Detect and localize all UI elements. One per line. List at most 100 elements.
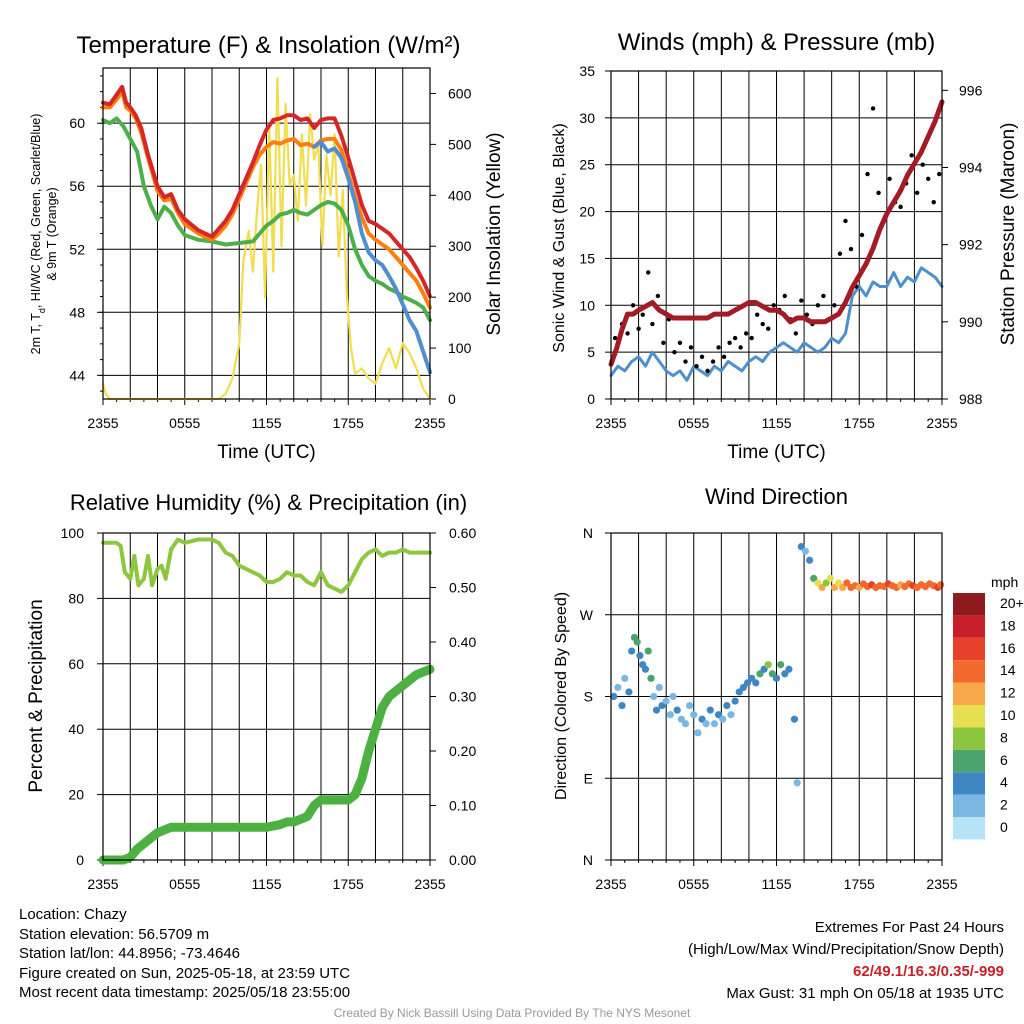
wind-direction-point <box>735 688 743 696</box>
y-tick-label: 5 <box>587 344 595 360</box>
wind-direction-point <box>714 711 723 719</box>
wind-direction-point <box>710 720 719 728</box>
wind-direction-point <box>723 701 731 710</box>
pressure-line <box>608 99 945 367</box>
gust-point <box>625 331 630 336</box>
x-axis-label: Time (UTC) <box>727 442 826 463</box>
wind-direction-point <box>636 652 644 660</box>
y2-tick-label: 600 <box>448 85 472 101</box>
gust-point <box>650 321 655 327</box>
wind-direction-point <box>768 670 776 678</box>
gust-point <box>887 176 892 181</box>
colorbar-label: 10 <box>1000 707 1016 723</box>
colorbar-title: mph <box>991 574 1018 590</box>
wind-direction-point <box>839 583 847 592</box>
gust-point <box>683 359 688 364</box>
y-tick-label: 0 <box>76 852 84 868</box>
wind-direction-point <box>727 711 735 719</box>
colorbar-swatch <box>953 749 985 773</box>
gust-point <box>782 293 787 299</box>
wind-direction-point <box>650 692 658 701</box>
y-tick-label: 25 <box>579 157 595 173</box>
colorbar-label: 18 <box>1000 617 1016 633</box>
wind-direction-point <box>781 670 789 678</box>
x-tick-label: 2355 <box>87 415 118 431</box>
gust-point <box>876 190 881 196</box>
wind-direction-point <box>673 706 681 714</box>
colorbar-label: 20+ <box>1000 595 1024 611</box>
extremes-values: 62/49.1/16.3/0.35/-999 <box>853 963 1004 980</box>
humidity-line <box>101 537 432 594</box>
colorbar-label: 14 <box>1000 662 1016 678</box>
wind-direction-point <box>785 665 793 673</box>
gust-point <box>870 106 876 111</box>
y2-tick-label: 994 <box>959 159 983 175</box>
wind-direction-point <box>756 670 764 678</box>
station-info: Location: Chazy Station elevation: 56.57… <box>19 905 350 1003</box>
plot-frame <box>102 67 431 400</box>
gust-point <box>865 171 870 177</box>
gust-point <box>937 171 942 177</box>
winds-chart-title: Winds (mph) & Pressure (mb) <box>618 29 935 56</box>
extremes-legend: (High/Low/Max Wind/Precipitation/Snow De… <box>688 941 1004 958</box>
wind-direction-point <box>706 706 714 714</box>
colorbar-label: 6 <box>1000 752 1008 768</box>
wind-direction-point <box>610 692 618 701</box>
gust-point <box>821 293 826 299</box>
x-tick-label: 1755 <box>844 415 875 431</box>
wind-direction-point <box>702 720 710 728</box>
wind-direction-point <box>655 683 663 692</box>
wind-direction-point <box>686 701 694 710</box>
station-location: Location: Chazy <box>19 906 127 923</box>
station-elevation: Station elevation: 56.5709 m <box>19 925 210 943</box>
wind-direction-point <box>818 583 826 592</box>
x-tick-label: 1155 <box>761 415 791 431</box>
y-tick-label: 60 <box>69 115 85 131</box>
gust-point <box>743 331 749 336</box>
wind-direction-point <box>739 683 748 692</box>
wind-direction-point <box>666 711 674 719</box>
max-gust: Max Gust: 31 mph On 05/18 at 1935 UTC <box>726 985 1004 1002</box>
wind-speed-line <box>609 266 944 382</box>
x-tick-label: 0555 <box>678 415 709 431</box>
y-tick-label: 15 <box>579 250 595 266</box>
y-tick-label: 30 <box>579 110 595 126</box>
wind-direction-point <box>822 579 830 587</box>
gust-point <box>760 321 765 327</box>
gust-point <box>705 368 710 374</box>
x-tick-label: 1155 <box>251 415 281 431</box>
wind-direction-point <box>764 661 772 669</box>
wind-direction-point <box>677 715 685 723</box>
colorbar-swatch <box>953 727 985 750</box>
gust-point <box>815 303 821 308</box>
y-tick-label: 80 <box>68 590 84 606</box>
gust-point <box>837 251 843 256</box>
y-axis-label: 2m T, Td, HI/WC (Red, Green, Scarlet/Blu… <box>29 114 47 355</box>
colorbar-swatch <box>953 705 985 728</box>
figure-created: Figure created on Sun, 2025-05-18, at 23… <box>19 964 351 982</box>
plot-frame <box>610 532 943 861</box>
gust-point <box>859 232 865 238</box>
gust-point <box>931 200 936 205</box>
y2-tick-label: 200 <box>448 289 472 305</box>
y-axis-label: Percent & Precipitation <box>26 599 47 792</box>
y-tick-label: W <box>580 607 594 623</box>
y2-tick-label: 0.10 <box>449 798 476 814</box>
wind-direction-point <box>669 692 677 701</box>
wind-direction-point <box>790 715 799 723</box>
wind-direction-point <box>806 556 814 564</box>
gust-point <box>766 326 771 331</box>
gust-point <box>754 312 760 317</box>
wind-direction-point <box>772 674 781 682</box>
wind-direction-point <box>748 674 756 682</box>
colorbar-label: 4 <box>1000 774 1008 790</box>
y-tick-label: N <box>583 852 593 868</box>
plot-frame <box>102 532 431 861</box>
y-tick-label: 44 <box>69 367 85 383</box>
wind-direction-point <box>797 543 805 551</box>
gust-point <box>920 162 925 167</box>
y2-tick-label: 0.00 <box>449 852 476 868</box>
colorbar-label: 8 <box>1000 729 1008 745</box>
gust-point <box>898 204 903 210</box>
